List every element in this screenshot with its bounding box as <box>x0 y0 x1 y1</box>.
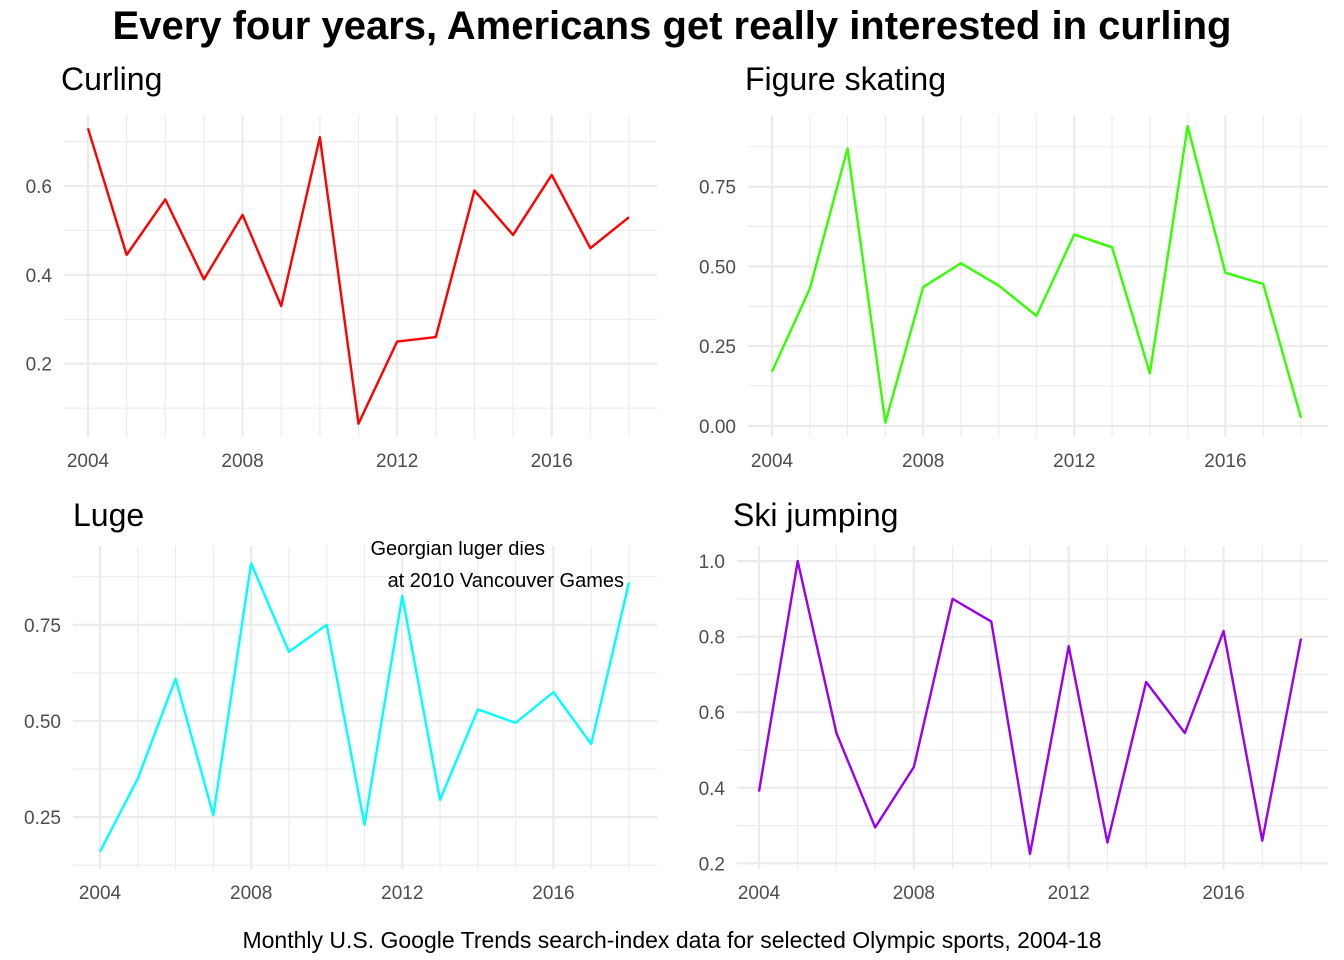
x-tick-label: 2008 <box>230 883 272 904</box>
y-tick-label: 0.75 <box>699 178 736 199</box>
annotation-line-2: at 2010 Vancouver Games <box>388 570 624 592</box>
x-tick-label: 2012 <box>1053 451 1095 472</box>
panel-1: Curling 0.2 0.4 0.6 2004 2008 2012 2016 <box>26 61 657 472</box>
x-tick-label: 2016 <box>532 883 574 904</box>
y-tick-label: 0.50 <box>24 712 61 733</box>
x-tick-label: 2008 <box>221 451 263 472</box>
x-tick-label: 2012 <box>381 883 423 904</box>
y-tick-label: 0.6 <box>699 703 725 724</box>
panel-title: Curling <box>61 61 162 97</box>
y-tick-label: 0.50 <box>699 257 736 278</box>
y-tick-label: 0.25 <box>24 808 61 829</box>
panel-title: Figure skating <box>745 61 946 97</box>
y-tick-label: 0.6 <box>26 177 52 198</box>
x-tick-label: 2008 <box>902 451 944 472</box>
chart-caption: Monthly U.S. Google Trends search-index … <box>242 927 1102 953</box>
y-tick-label: 0.2 <box>699 854 725 875</box>
y-tick-label: 0.25 <box>699 337 736 358</box>
x-tick-label: 2004 <box>79 883 122 904</box>
annotation-clip <box>330 530 630 541</box>
x-tick-label: 2012 <box>1048 883 1090 904</box>
y-tick-label: 0.75 <box>24 616 61 637</box>
y-tick-label: 0.00 <box>699 417 736 438</box>
x-tick-label: 2008 <box>893 883 935 904</box>
x-tick-label: 2016 <box>531 451 573 472</box>
x-tick-label: 2004 <box>738 883 781 904</box>
y-tick-label: 0.2 <box>26 355 52 376</box>
y-tick-label: 0.4 <box>699 779 726 800</box>
panel-4: Ski jumping 0.2 0.4 0.6 0.8 1.0 2004 2008 2012 20… <box>699 497 1328 904</box>
panel-3: Luge 0.25 0.50 0.75 2004 2008 2012 2016 Georgian… <box>24 497 657 904</box>
y-tick-label: 0.4 <box>26 266 53 287</box>
x-tick-label: 2016 <box>1202 883 1244 904</box>
y-tick-label: 1.0 <box>699 552 725 573</box>
x-tick-label: 2004 <box>67 451 110 472</box>
panel-title: Luge <box>73 497 144 533</box>
x-tick-label: 2004 <box>751 451 794 472</box>
panel-2: Figure skating 0.00 0.25 0.50 0.75 2004 2008 20… <box>699 61 1328 472</box>
panel-title: Ski jumping <box>733 497 898 533</box>
chart-title: Every four years, Americans get really i… <box>112 4 1232 48</box>
annotation-line-1: Georgian luger dies <box>370 538 545 560</box>
y-tick-label: 0.8 <box>699 628 725 649</box>
x-tick-label: 2012 <box>376 451 418 472</box>
x-tick-label: 2016 <box>1204 451 1246 472</box>
